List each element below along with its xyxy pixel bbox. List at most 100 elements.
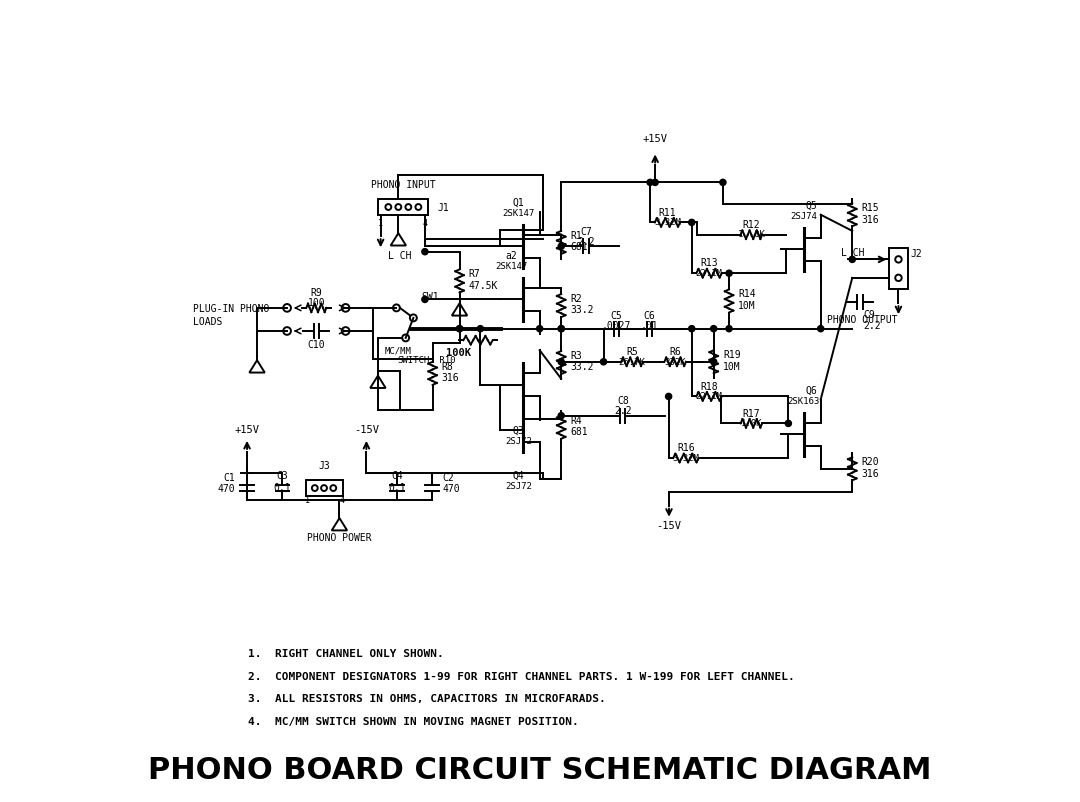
Bar: [306, 480, 342, 496]
Text: 10M: 10M: [739, 301, 756, 310]
Text: LOADS: LOADS: [193, 317, 222, 326]
Text: 2SJ74: 2SJ74: [791, 212, 818, 221]
Text: 3.32M: 3.32M: [654, 218, 680, 227]
Circle shape: [386, 205, 391, 211]
Text: R16: R16: [677, 443, 694, 452]
Text: 470: 470: [218, 484, 235, 493]
Text: 22.1M: 22.1M: [696, 269, 723, 277]
Text: 316: 316: [862, 468, 879, 478]
Text: R4: R4: [570, 415, 582, 425]
Text: 332K: 332K: [664, 357, 686, 366]
Text: R19: R19: [723, 350, 741, 359]
Text: 22.1M: 22.1M: [696, 391, 723, 401]
Text: R6: R6: [670, 346, 681, 357]
Text: .01: .01: [640, 321, 659, 330]
Text: R7: R7: [469, 269, 481, 279]
Text: C9: C9: [864, 310, 876, 320]
Text: J1: J1: [437, 203, 449, 213]
Text: 4: 4: [422, 219, 428, 228]
Text: R20: R20: [862, 456, 879, 467]
Text: PHONO BOARD CIRCUIT SCHEMATIC DIAGRAM: PHONO BOARD CIRCUIT SCHEMATIC DIAGRAM: [148, 755, 932, 784]
Text: PHONO OUTPUT: PHONO OUTPUT: [827, 315, 897, 325]
Circle shape: [558, 244, 564, 250]
Text: .0027: .0027: [602, 321, 632, 330]
Circle shape: [785, 421, 792, 427]
Circle shape: [330, 485, 336, 492]
Text: L CH: L CH: [388, 250, 411, 261]
Text: 2SJ72: 2SJ72: [505, 482, 532, 491]
Text: 47.5K: 47.5K: [469, 281, 498, 290]
Text: C3: C3: [276, 471, 288, 480]
Text: 681: 681: [570, 242, 589, 252]
Text: R17: R17: [743, 408, 760, 418]
Circle shape: [711, 359, 717, 366]
Circle shape: [457, 326, 462, 332]
Circle shape: [395, 205, 402, 211]
Text: MC/MM: MC/MM: [384, 346, 411, 355]
Circle shape: [477, 326, 484, 332]
Bar: [889, 249, 907, 290]
Text: Q6: Q6: [806, 385, 818, 395]
Text: 2.2: 2.2: [864, 321, 881, 330]
Circle shape: [312, 485, 318, 492]
Text: 33.2: 33.2: [570, 305, 594, 315]
Circle shape: [665, 394, 672, 400]
Text: C10: C10: [308, 339, 325, 350]
Text: PHONO POWER: PHONO POWER: [307, 532, 372, 542]
Text: 1: 1: [378, 219, 383, 228]
Text: -15V: -15V: [354, 424, 379, 434]
Text: PLUG-IN PHONO: PLUG-IN PHONO: [193, 303, 270, 314]
Text: L CH: L CH: [840, 247, 864, 257]
Text: 1.0K: 1.0K: [741, 419, 762, 427]
Text: 100: 100: [308, 298, 325, 308]
Circle shape: [558, 326, 564, 332]
Text: R3: R3: [570, 350, 582, 360]
Circle shape: [558, 359, 564, 366]
Text: J2: J2: [910, 249, 921, 259]
Text: C4: C4: [391, 471, 403, 480]
Text: 2.2: 2.2: [577, 237, 595, 246]
Bar: [378, 200, 429, 216]
Text: 2.2: 2.2: [615, 406, 632, 415]
Text: +15V: +15V: [234, 424, 259, 434]
Text: 4: 4: [340, 496, 345, 504]
Circle shape: [818, 326, 824, 332]
Text: R10: R10: [434, 355, 456, 365]
Text: R11: R11: [659, 208, 676, 217]
Text: 10M: 10M: [723, 361, 741, 371]
Text: C5: C5: [611, 310, 622, 321]
Circle shape: [895, 275, 902, 282]
Text: PHONO INPUT: PHONO INPUT: [372, 180, 435, 190]
Text: 316: 316: [442, 373, 459, 383]
Text: R12: R12: [743, 220, 760, 229]
Text: 2SJ72: 2SJ72: [505, 436, 532, 445]
Text: 4.  MC/MM SWITCH SHOWN IN MOVING MAGNET POSITION.: 4. MC/MM SWITCH SHOWN IN MOVING MAGNET P…: [248, 716, 579, 726]
Text: C7: C7: [580, 227, 592, 237]
Circle shape: [537, 326, 543, 332]
Text: 26.7K: 26.7K: [619, 357, 646, 366]
Text: R5: R5: [626, 346, 638, 357]
Text: SW1: SW1: [421, 292, 438, 302]
Text: C8: C8: [617, 395, 629, 406]
Circle shape: [849, 257, 855, 263]
Text: R15: R15: [862, 203, 879, 213]
Text: 1 .0K: 1 .0K: [738, 230, 765, 239]
Circle shape: [647, 180, 653, 186]
Text: 2SK163: 2SK163: [787, 396, 820, 405]
Circle shape: [652, 180, 658, 186]
Text: Q3: Q3: [513, 425, 525, 435]
Text: J3: J3: [319, 460, 329, 471]
Circle shape: [558, 413, 564, 419]
Text: 33.2: 33.2: [570, 362, 594, 372]
Circle shape: [719, 180, 726, 186]
Text: C6: C6: [644, 310, 656, 321]
Text: R9: R9: [310, 288, 322, 298]
Text: 1: 1: [305, 496, 310, 504]
Circle shape: [711, 326, 717, 332]
Circle shape: [558, 326, 564, 332]
Text: R14: R14: [739, 289, 756, 299]
Text: 2SK147: 2SK147: [502, 209, 535, 217]
Text: 470: 470: [443, 484, 460, 493]
Text: a2: a2: [505, 250, 517, 261]
Circle shape: [321, 485, 327, 492]
